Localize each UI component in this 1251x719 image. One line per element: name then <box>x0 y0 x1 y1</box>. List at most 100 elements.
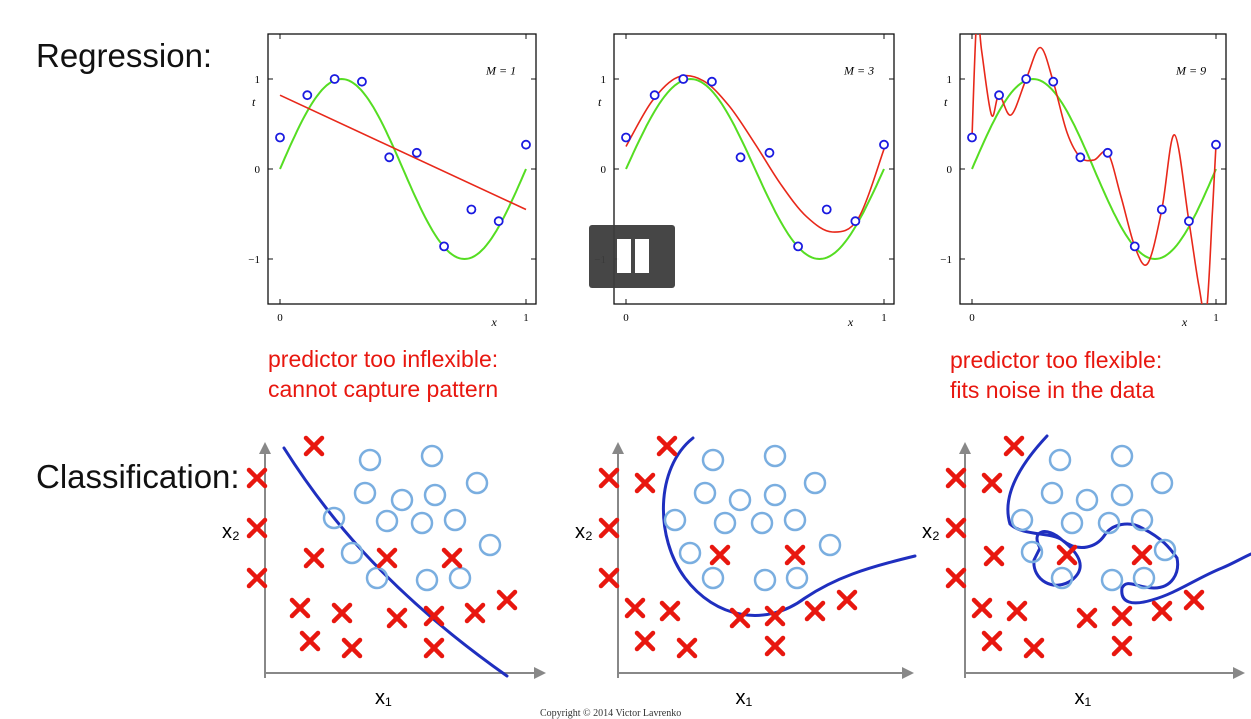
data-point <box>821 204 832 215</box>
plot-title: M = 3 <box>843 64 874 78</box>
underfit-note-line2: cannot capture pattern <box>268 376 499 402</box>
class-x-mark <box>441 547 463 569</box>
class-x-mark <box>1131 544 1153 566</box>
y-tick-label: 0 <box>255 164 261 176</box>
underfit-note-line1: predictor too inflexible: <box>268 346 499 372</box>
data-point <box>764 147 775 158</box>
regression-label: Regression: <box>36 37 213 74</box>
class-x-mark <box>423 637 445 659</box>
class-o-mark <box>358 448 382 472</box>
data-point <box>1156 204 1167 215</box>
plot-curves <box>971 34 1217 304</box>
data-point <box>275 132 285 143</box>
class-o-mark <box>1097 511 1121 535</box>
class-o-mark <box>465 471 489 495</box>
class-o-mark <box>1153 538 1177 562</box>
class-x-mark <box>246 567 268 589</box>
class-x-mark <box>1111 605 1133 627</box>
data-point <box>850 216 861 227</box>
x-tick-label: 0 <box>277 312 283 324</box>
class-o-mark <box>478 533 502 557</box>
class-o-mark <box>785 566 809 590</box>
class-x-mark <box>983 545 1005 567</box>
data-point <box>621 132 631 143</box>
class-x-mark <box>1023 637 1045 659</box>
x-axis-label: x <box>847 315 854 326</box>
plot-curves <box>625 74 885 261</box>
plot-curves <box>279 77 527 261</box>
data-point <box>439 241 449 252</box>
x-axis-arrow <box>1233 667 1245 679</box>
y-tick-label: 1 <box>255 74 261 86</box>
x-axis-label: x₁ <box>736 687 753 709</box>
class-o-mark <box>713 511 737 535</box>
class-o-mark <box>1110 483 1134 507</box>
classification-label: Classification: <box>36 458 240 495</box>
regression-plot-m9: 1 0 −1 0 1 t x M = 9 <box>932 16 1242 326</box>
pause-button[interactable] <box>589 225 675 288</box>
y-axis-label: x₂ <box>922 521 940 543</box>
x-axis-label: x₁ <box>375 687 392 709</box>
true-curve <box>971 77 1217 261</box>
y-tick-label: 0 <box>601 164 607 176</box>
class-o-mark <box>1060 511 1084 535</box>
y-tick-label: 1 <box>947 74 953 86</box>
data-point <box>1211 139 1221 150</box>
class-o-mark <box>753 568 777 592</box>
data-point <box>1129 241 1140 252</box>
class-o-mark <box>340 541 364 565</box>
x-tick-label: 1 <box>523 312 529 324</box>
data-point <box>994 90 1004 101</box>
class-x-mark <box>341 637 363 659</box>
class-o-mark <box>423 483 447 507</box>
class-o-mark <box>678 541 702 565</box>
class-o-mark <box>443 508 467 532</box>
class-x-mark <box>423 605 445 627</box>
data-point <box>1048 76 1059 87</box>
data-point <box>1021 74 1032 84</box>
class-o-mark <box>1050 566 1074 590</box>
class-x-mark <box>376 547 398 569</box>
class-x-mark <box>1151 600 1173 622</box>
class-o-mark <box>415 568 439 592</box>
class-o-mark <box>663 508 687 532</box>
class-x-mark <box>1006 600 1028 622</box>
x-axis-arrow <box>902 667 914 679</box>
overfit-note: predictor too flexible: fits noise in th… <box>950 345 1162 405</box>
class-x-mark <box>1056 544 1078 566</box>
plot-title: M = 9 <box>1175 64 1206 78</box>
class-x-mark <box>945 467 967 489</box>
y-tick-label: −1 <box>940 254 952 266</box>
x-axis-label: x₁ <box>1075 687 1092 709</box>
overfit-note-line2: fits noise in the data <box>950 377 1155 403</box>
class-o-mark <box>1010 508 1034 532</box>
y-axis-arrow <box>259 442 271 454</box>
data-point <box>649 90 660 101</box>
class-x-mark <box>289 597 311 619</box>
y-axis-label: t <box>252 95 256 109</box>
class-o-mark <box>1020 540 1044 564</box>
class-x-mark <box>656 435 678 457</box>
class-x-mark <box>303 435 325 457</box>
underfit-note: predictor too inflexible: cannot capture… <box>268 344 498 404</box>
y-axis-label: t <box>598 95 602 109</box>
classification-panel-smooth-svg: x₁ x₂ <box>575 435 917 709</box>
data-point <box>1075 152 1086 163</box>
class-o-mark <box>783 508 807 532</box>
classification-panel-smooth: x₁ x₂ <box>575 428 920 713</box>
class-x-mark <box>246 517 268 539</box>
data-point <box>707 76 717 87</box>
class-o-mark <box>322 506 346 530</box>
data-point <box>967 132 977 143</box>
data-point <box>735 152 746 163</box>
x-tick-label: 1 <box>1213 312 1219 324</box>
data-point <box>357 76 367 87</box>
class-o-mark <box>448 566 472 590</box>
classification-panel-overfit-svg: x₁ x₂ <box>922 434 1251 709</box>
class-x-mark <box>598 517 620 539</box>
class-o-mark <box>803 471 827 495</box>
classification-panel-linear-svg: x₁ x₂ <box>222 435 546 709</box>
y-tick-label: 1 <box>601 74 607 86</box>
regression-plot-m9-svg: 1 0 −1 0 1 t x M = 9 <box>940 33 1227 326</box>
